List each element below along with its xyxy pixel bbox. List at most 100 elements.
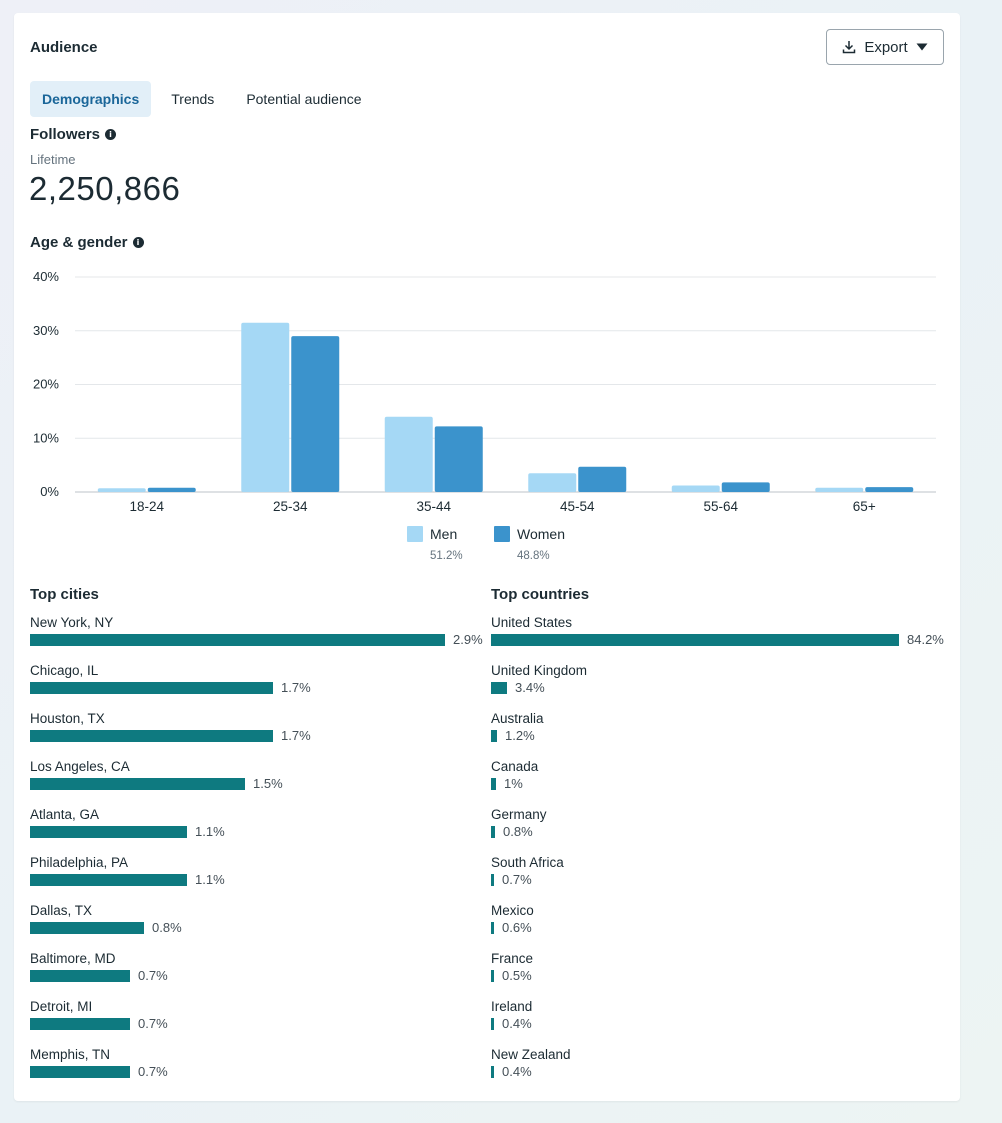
list-item-label: New York, NY [30,615,114,630]
age-gender-label: Age & gender [30,234,128,251]
list-item-bar [30,1066,130,1078]
bar-men [528,473,577,492]
list-item: Philadelphia, PA 1.1% [30,855,505,903]
bar-women [721,482,770,492]
y-tick-label: 30% [33,323,59,338]
x-tick-label: 35-44 [416,499,451,514]
list-item-label: Philadelphia, PA [30,855,129,870]
list-item-bar [491,778,496,790]
list-item-value: 0.7% [138,968,168,983]
list-item-bar [491,1018,494,1030]
tab-potential-audience[interactable]: Potential audience [246,91,362,107]
list-item-value: 0.8% [152,920,182,935]
list-item: Dallas, TX 0.8% [30,903,505,951]
list-item-value: 0.7% [502,872,532,887]
list-item: Australia 1.2% [491,711,959,759]
list-item: Mexico 0.6% [491,903,959,951]
list-item-bar [491,682,507,694]
list-item-label: Ireland [491,999,533,1014]
followers-period: Lifetime [30,152,76,167]
list-item-value: 0.4% [502,1016,532,1031]
list-item-bar [491,922,494,934]
tab-bar: Demographics Trends Potential audience [30,81,382,117]
list-item-bar [30,634,445,646]
y-tick-label: 0% [40,484,59,499]
list-item: Ireland 0.4% [491,999,959,1047]
list-item-bar [491,970,494,982]
y-tick-label: 10% [33,430,59,445]
top-countries-title: Top countries [491,586,590,603]
download-icon [843,41,856,54]
list-item: Houston, TX 1.7% [30,711,505,759]
x-tick-label: 65+ [853,499,876,514]
legend-label: Women [517,526,565,542]
legend-label: Men [430,526,457,542]
tab-trends[interactable]: Trends [171,91,215,107]
list-item-value: 1% [504,776,523,791]
list-item-bar [30,730,273,742]
list-item-value: 0.5% [502,968,532,983]
legend-share: 51.2% [430,550,463,562]
list-item-bar [30,874,187,886]
x-tick-label: 55-64 [703,499,738,514]
list-item-label: South Africa [491,855,564,870]
list-item-bar [30,778,245,790]
info-icon[interactable]: i [105,129,117,140]
list-item: Germany 0.8% [491,807,959,855]
list-item-value: 1.2% [505,728,535,743]
list-item-bar [491,1066,494,1078]
list-item-value: 84.2% [907,632,944,647]
export-button[interactable]: Export [826,29,944,65]
list-item-value: 1.1% [195,824,225,839]
list-item: Los Angeles, CA 1.5% [30,759,505,807]
list-item: France 0.5% [491,951,959,999]
list-item: Atlanta, GA 1.1% [30,807,505,855]
list-item-label: Atlanta, GA [30,807,100,822]
list-item-label: Canada [491,759,539,774]
age-gender-heading: Age & gender i [30,234,144,251]
audience-card: Audience Export Demographics Trends Pote… [14,13,960,1101]
list-item-label: France [491,951,534,966]
list-item-label: United States [491,615,573,630]
list-item-label: Mexico [491,903,534,918]
list-item: Chicago, IL 1.7% [30,663,505,711]
list-item-bar [491,826,495,838]
list-item: Canada 1% [491,759,959,807]
list-item-label: New Zealand [491,1047,571,1062]
list-item: United Kingdom 3.4% [491,663,959,711]
list-item-bar [491,634,899,646]
list-item-label: Australia [491,711,544,726]
list-item-label: Memphis, TN [30,1047,111,1062]
list-item-value: 3.4% [515,680,545,695]
list-item-bar [30,682,273,694]
list-item: Memphis, TN 0.7% [30,1047,505,1095]
bar-men [241,322,290,492]
caret-down-icon [916,43,928,51]
list-item-label: Dallas, TX [30,903,93,918]
list-item-label: Houston, TX [30,711,105,726]
followers-label: Followers [30,126,101,143]
list-item: South Africa 0.7% [491,855,959,903]
age-gender-chart: 0% 10% 20% 30% 40% 18-24 25-34 35-44 45-54 55-64 6… [33,269,936,562]
list-item-value: 0.6% [502,920,532,935]
list-item-label: Baltimore, MD [30,951,116,966]
list-item-value: 0.7% [138,1064,168,1079]
tab-demographics[interactable]: Demographics [30,81,152,117]
list-item-bar [30,922,144,934]
list-item-value: 0.7% [138,1016,168,1031]
list-item-bar [30,970,130,982]
legend-share: 48.8% [517,550,550,562]
top-cities-title: Top cities [30,586,99,603]
list-item-label: Chicago, IL [30,663,99,678]
list-item-value: 1.7% [281,680,311,695]
y-tick-label: 40% [33,269,59,284]
bar-men [815,487,864,492]
list-item: Baltimore, MD 0.7% [30,951,505,999]
list-item-value: 1.1% [195,872,225,887]
page-title: Audience [30,39,98,56]
followers-heading: Followers i [30,126,117,143]
info-icon[interactable]: i [132,237,144,248]
list-item-label: United Kingdom [491,663,588,678]
bar-men [384,416,433,492]
list-item-bar [30,826,187,838]
